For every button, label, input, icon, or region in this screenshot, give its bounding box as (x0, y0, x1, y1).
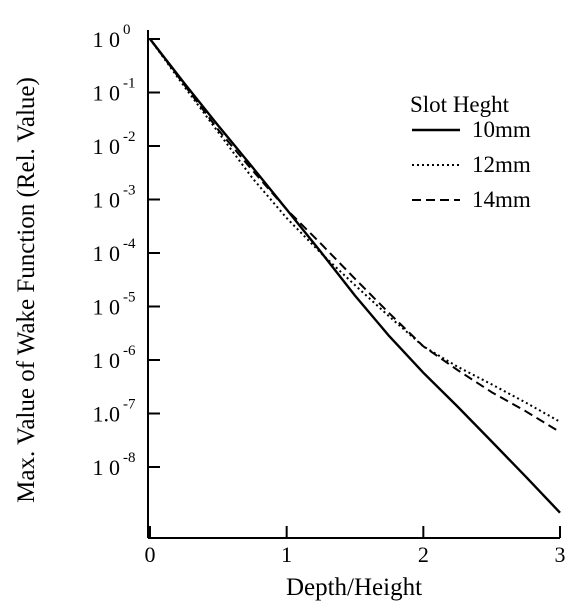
y-tick-exponent: -8 (123, 450, 136, 466)
legend-label-14mm: 14mm (472, 187, 531, 212)
y-tick-label: 1 0 (93, 27, 121, 52)
y-tick-exponent: -5 (123, 290, 136, 306)
y-ticks: 1 0 01 0 -11 0 -21 0 -31 0 -41 0 -51 0 -61.0 -71… (93, 22, 160, 480)
y-tick-exponent: -3 (123, 183, 136, 199)
x-tick-label: 1 (281, 542, 292, 567)
legend-items: 10mm 12mm 14mm (412, 117, 531, 212)
x-tick-label: 2 (418, 542, 429, 567)
y-tick-exponent: -6 (123, 343, 136, 359)
legend-label-10mm: 10mm (472, 117, 531, 142)
legend: Slot Heght 10mm 12mm 14mm (410, 92, 531, 212)
x-tick-label: 0 (145, 542, 156, 567)
y-tick-label: 1 0 (93, 134, 121, 159)
legend-label-12mm: 12mm (472, 152, 531, 177)
series-line-14mm (149, 38, 561, 433)
y-tick-label: 1 0 (93, 295, 121, 320)
y-axis-label: Max. Value of Wake Function (Rel. Value) (13, 77, 40, 503)
y-tick-label: 1 0 (93, 188, 121, 213)
y-tick-label: 1 0 (93, 348, 121, 373)
x-tick-label: 3 (555, 542, 566, 567)
y-tick-exponent: -1 (123, 76, 136, 92)
legend-title: Slot Heght (410, 92, 510, 117)
y-tick-label: 1 0 (93, 455, 121, 480)
y-tick-label: 1.0 (93, 402, 121, 427)
x-ticks: 0 1 2 3 (145, 526, 566, 567)
y-tick-exponent: -7 (123, 397, 136, 413)
y-tick-exponent: 0 (123, 22, 131, 38)
y-tick-exponent: -2 (123, 129, 136, 145)
series-line-10mm (149, 38, 561, 514)
y-tick-label: 1 0 (93, 81, 121, 106)
y-tick-exponent: -4 (123, 236, 136, 252)
series-lines (149, 38, 561, 514)
y-tick-label: 1 0 (93, 241, 121, 266)
axes-layer (147, 30, 560, 539)
series-line-12mm (149, 38, 561, 423)
x-axis-label: Depth/Height (286, 574, 422, 601)
